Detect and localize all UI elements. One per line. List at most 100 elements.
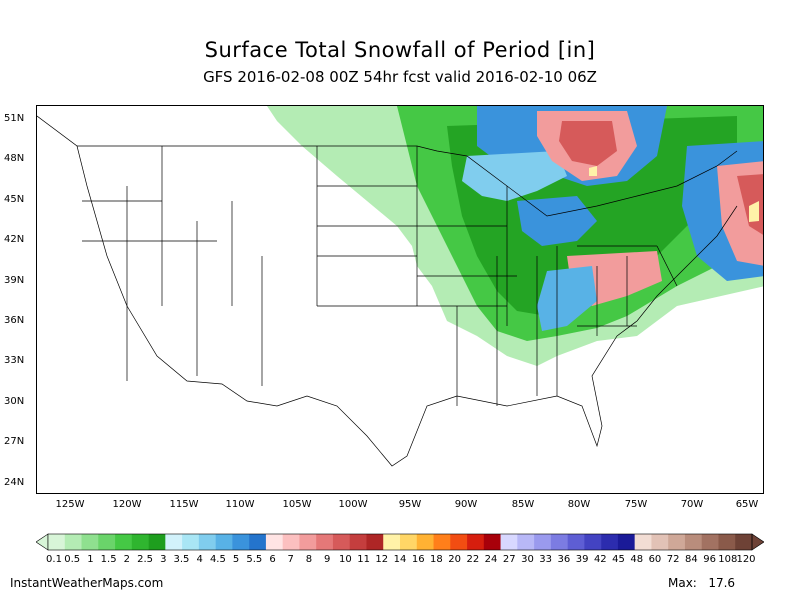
colorbar-left-arrow — [36, 533, 49, 551]
colorbar-cell — [282, 534, 300, 550]
colorbar-cell — [316, 534, 334, 550]
colorbar-cell — [483, 534, 501, 550]
colorbar-tick-label: 8 — [305, 554, 313, 565]
colorbar-right-arrow — [751, 533, 764, 551]
blue-area-lakes — [462, 151, 567, 201]
lat-label: 24N — [4, 477, 25, 488]
colorbar-cell — [416, 534, 434, 550]
colorbar-cell — [64, 534, 82, 550]
lat-label: 45N — [4, 194, 25, 205]
lon-label: 125W — [55, 499, 85, 510]
colorbar-tick-label: 3.5 — [173, 554, 190, 565]
colorbar-tick-label: 42 — [593, 554, 607, 565]
colorbar-cell — [98, 534, 116, 550]
colorbar-tick-label: 6 — [269, 554, 276, 565]
colorbar-cell — [450, 534, 468, 550]
state-lines-east — [577, 245, 678, 336]
colorbar-cell — [215, 534, 233, 550]
colorbar-cell — [249, 534, 267, 550]
yellow-spot-canada — [589, 166, 597, 176]
colorbar-tick-label: 12 — [375, 554, 389, 565]
colorbar-cell — [131, 534, 149, 550]
us-outline — [37, 115, 738, 467]
colorbar-tick-label: 48 — [630, 554, 644, 565]
colorbar-tick-label: 4.5 — [209, 554, 226, 565]
colorbar-cell — [567, 534, 585, 550]
lat-label: 42N — [4, 234, 25, 245]
colorbar-tick-label: 96 — [703, 554, 716, 565]
state-lines-west — [82, 146, 417, 386]
yellow-spot-east — [749, 201, 759, 222]
lat-label: 39N — [4, 275, 25, 286]
lat-label: 27N — [4, 436, 25, 447]
map-canvas — [37, 106, 763, 467]
colorbar-cell — [81, 534, 99, 550]
lon-label: 90W — [454, 499, 478, 510]
colorbar-cell — [500, 534, 518, 550]
colorbar-tick-label: 11 — [357, 554, 370, 565]
lon-label: 65W — [735, 499, 759, 510]
colorbar-tick-label: 36 — [557, 554, 571, 565]
lon-label: 85W — [511, 499, 535, 510]
colorbar-cell — [115, 534, 133, 550]
colorbar-tick-label: 10 — [338, 554, 352, 565]
colorbar-cell — [735, 534, 753, 550]
colorbar-labels: 0.1 0.5 1 1.5 2 2.5 3 3.5 4 4.5 5 5.5 6 7 8 9 10 11 12 14 16… — [36, 554, 764, 568]
colorbar-tick-label: 45 — [612, 554, 625, 565]
colorbar-tick-label: 2.5 — [137, 554, 153, 565]
colorbar-tick-label: 9 — [323, 554, 331, 565]
colorbar-cell — [668, 534, 686, 550]
colorbar-cell — [651, 534, 669, 550]
colorbar-tick-label: 18 — [430, 554, 443, 565]
colorbar-tick-label: 39 — [575, 554, 589, 565]
colorbar-cell — [684, 534, 703, 550]
colorbar-tick-label: 5 — [232, 554, 240, 565]
colorbar-tick-label: 84 — [684, 554, 698, 565]
canada-border — [77, 145, 738, 217]
max-label: Max: — [668, 576, 697, 590]
colorbar-tick-label: 1 — [87, 554, 94, 565]
colorbar-cell — [182, 534, 200, 550]
state-lines-central — [416, 146, 558, 406]
colorbar-tick-label: 33 — [539, 554, 553, 565]
lon-label: 70W — [680, 499, 704, 510]
colorbar-tick-label: 4 — [196, 554, 203, 565]
colorbar-tick-label: 24 — [484, 554, 498, 565]
colorbar-tick-label: 3 — [160, 554, 167, 565]
map-title: Surface Total Snowfall of Period [in] — [204, 38, 596, 62]
colorbar-cell — [718, 534, 736, 550]
colorbar-tick-label: 27 — [502, 554, 516, 565]
colorbar-cell — [349, 534, 367, 550]
colorbar-cell — [467, 534, 485, 550]
colorbar-cell — [400, 534, 418, 550]
colorbar-tick-label: 30 — [521, 554, 534, 565]
colorbar-tick-label: 1.5 — [100, 554, 117, 565]
colorbar-tick-label: 60 — [648, 554, 662, 565]
colorbar-tick-label: 7 — [287, 554, 294, 565]
colorbar-cell — [198, 534, 216, 550]
colorbar-cell — [265, 534, 283, 550]
colorbar-cell — [48, 534, 66, 550]
colorbar-cell — [701, 534, 719, 550]
lon-label: 95W — [398, 499, 422, 510]
colorbar-cell — [299, 534, 317, 550]
colorbar-tick-label: 0.1 — [46, 554, 62, 565]
snowfall-shading — [267, 106, 763, 366]
colorbar-tick-label: 20 — [448, 554, 461, 565]
snowfall-map — [36, 105, 764, 494]
borders — [37, 115, 738, 467]
colorbar-tick-label: 108 — [718, 554, 738, 565]
lat-label: 30N — [4, 396, 25, 407]
colorbar-cell — [550, 534, 568, 550]
colorbar-cell — [433, 534, 451, 550]
lon-label: 75W — [624, 499, 648, 510]
colorbar-cell — [148, 534, 166, 550]
colorbar-tick-label: 2 — [123, 554, 131, 565]
lon-label: 100W — [338, 499, 368, 510]
site-credit: InstantWeatherMaps.com — [10, 576, 164, 590]
lon-label: 115W — [169, 499, 199, 510]
colorbar-cell — [634, 534, 652, 550]
lat-label: 33N — [4, 355, 25, 366]
colorbar-cell — [232, 534, 250, 550]
lon-label: 105W — [282, 499, 312, 510]
